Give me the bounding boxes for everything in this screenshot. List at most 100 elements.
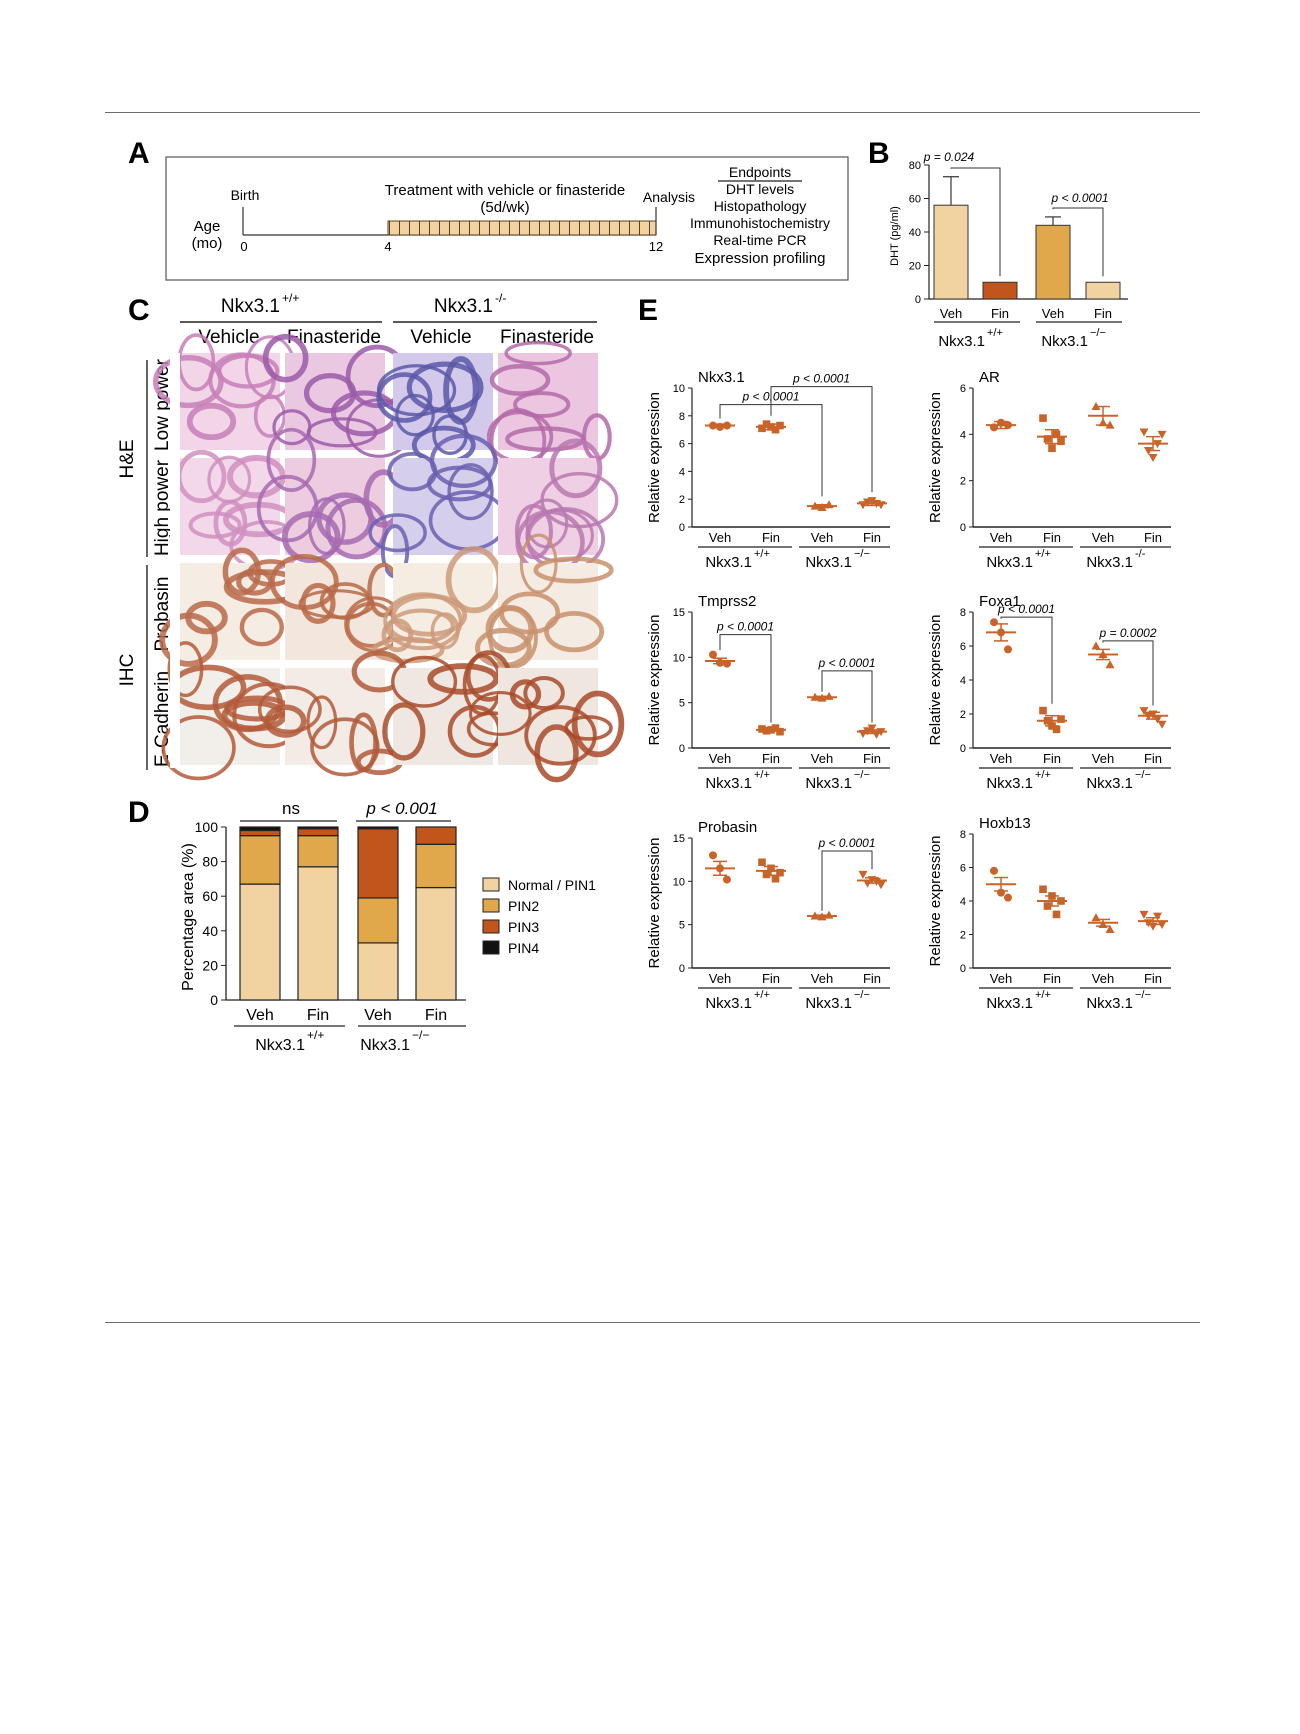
group-label: Nkx3.1 [1041,333,1088,350]
data-point [824,691,834,700]
legend-label: Normal / PIN1 [508,877,596,893]
tissue-gland [303,372,357,414]
x-tick-label: Veh [811,971,833,986]
y-tick-label: 4 [960,675,966,687]
plot-title: Hoxb13 [979,815,1031,832]
y-tick-label: 15 [673,607,685,619]
group-label: Nkx3.1 [1086,775,1133,792]
tile-gutter [170,353,180,768]
group-label: Nkx3.1 [805,995,852,1012]
tick-4: 4 [384,239,391,254]
top-rule [105,112,1200,113]
y-tick-label: 0 [210,992,218,1008]
x-tick-label: Veh [246,1007,274,1024]
tissue-gland [306,695,338,750]
data-point [1148,922,1158,931]
panel-c-geno-wt-sup: +/+ [282,291,299,305]
data-point [876,728,886,737]
bar [1085,281,1121,300]
data-point [716,422,724,431]
data-point [990,618,998,627]
y-tick-label: 4 [679,466,685,478]
plot-title: Nkx3.1 [698,369,745,386]
x-tick-label: Veh [1092,530,1114,545]
data-point [810,911,820,920]
data-point [990,866,998,875]
data-point [858,729,868,738]
plot-ylabel: Relative expression [927,615,944,746]
y-tick-label: 5 [679,920,685,932]
panel-d-pvalue: p < 0.001 [365,799,437,818]
significance-label: p < 0.0001 [792,372,850,386]
data-point [824,500,834,509]
data-point [1039,885,1047,894]
y-tick-label: 60 [202,888,218,904]
data-point [771,874,780,883]
y-tick-label: 6 [960,863,966,875]
panel-c-geno-ko: Nkx3.1 [434,296,493,317]
data-point [810,692,820,701]
data-point [876,501,886,510]
endpoint-item: Real-time PCR [713,232,806,248]
group-label-sup: −/− [1135,989,1151,1001]
group-label-sup: +/+ [754,548,770,560]
data-point [1153,440,1162,449]
data-point [872,730,881,739]
data-point [990,423,998,432]
tissue-gland [207,455,252,504]
birth-label: Birth [231,187,260,203]
tissue-gland [485,605,535,654]
y-tick-label: 0 [915,294,921,306]
tissue-gland [499,591,561,635]
data-point [767,726,775,734]
data-point [1098,418,1108,427]
group-label: Nkx3.1 [805,775,852,792]
data-point [1004,421,1012,430]
bar [933,204,969,300]
plot-title: Tmprss2 [698,593,756,610]
y-tick-label: 40 [909,227,921,239]
data-point [762,726,771,735]
data-point [863,727,872,736]
tick-12: 12 [649,239,663,254]
tissue-gland [509,679,542,710]
data-point [1144,447,1153,456]
data-point [776,421,784,430]
significance-bracket [1102,640,1154,706]
data-point [716,864,724,873]
tissue-gland [159,612,218,667]
tissue-gland [381,618,414,653]
data-point [762,420,771,428]
panel-d-bars [239,826,457,1001]
data-point [1139,428,1149,437]
data-point [1098,919,1108,928]
y-tick-label: 10 [673,383,685,395]
y-tick-label: 0 [679,522,685,534]
bar [1035,224,1071,300]
y-tick-label: 40 [202,923,218,939]
y-tick-label: 0 [679,963,685,975]
data-point [1057,897,1065,905]
data-point [776,727,784,736]
tissue-gland [188,511,242,539]
significance-bracket [821,670,873,723]
data-point [1157,430,1167,439]
age-unit: (mo) [192,235,223,252]
data-point [1153,912,1162,921]
data-point [817,503,827,512]
data-point [1091,641,1101,650]
tissue-gland [298,589,375,619]
x-tick-label: Fin [762,971,780,986]
legend-label: PIN2 [508,898,539,914]
tissue-gland [519,533,558,594]
stack-segment [357,942,399,1001]
data-point [817,912,827,921]
endpoints-title: Endpoints [729,164,791,180]
y-tick-label: 0 [960,963,966,975]
panel-c-row-probasin: Probasin [152,577,173,652]
plot-ylabel: Relative expression [927,392,944,523]
data-point [810,501,820,510]
tissue-gland [266,427,317,492]
y-tick-label: 8 [960,607,966,619]
